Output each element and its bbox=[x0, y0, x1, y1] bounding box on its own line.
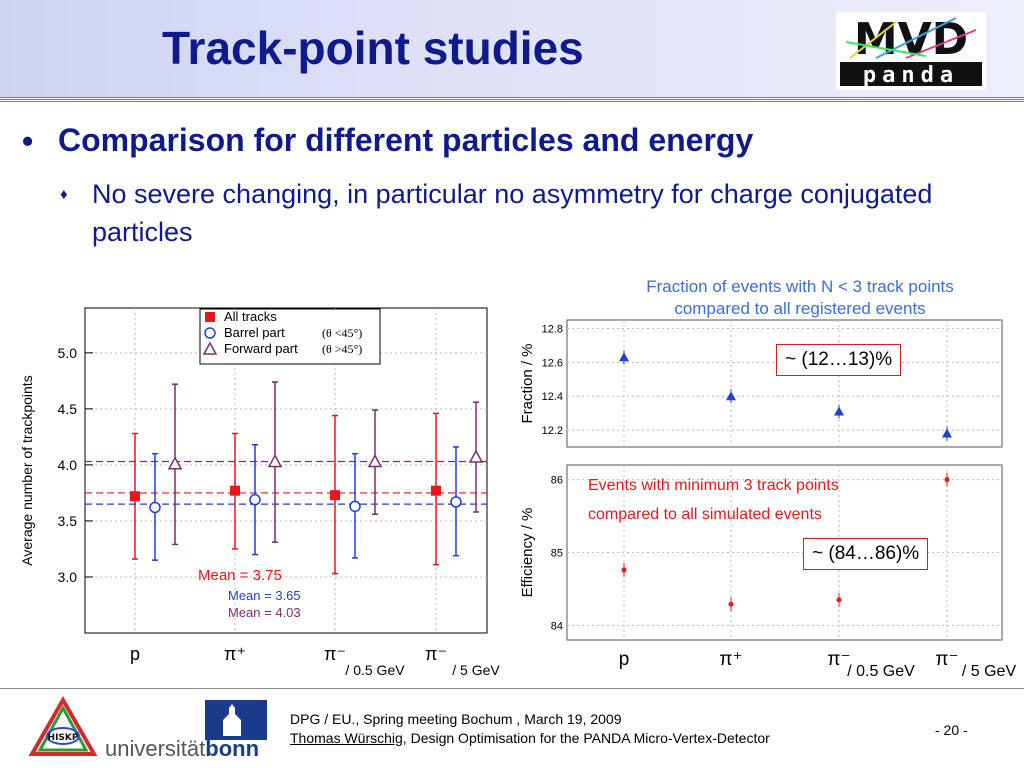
left-point-all bbox=[431, 485, 441, 496]
legend-symbol-barrel bbox=[204, 327, 216, 339]
footer-author: Thomas Würschig, bbox=[290, 730, 407, 746]
left-category-label: π⁻ bbox=[324, 644, 346, 664]
left-point-forward bbox=[167, 456, 183, 470]
efficiency-inner-label-1: Events with minimum 3 track points bbox=[588, 477, 839, 494]
hiskp-logo: HISKP bbox=[28, 695, 98, 756]
fraction-panel-ytick-label: 12.2 bbox=[542, 425, 563, 437]
efficiency-panel-ytick-label: 84 bbox=[551, 620, 563, 632]
right-category-sublabel: / 0.5 GeV bbox=[847, 663, 915, 680]
bullet-2-marker: ♦ bbox=[60, 186, 68, 203]
left-ytick-label: 4.5 bbox=[58, 401, 78, 417]
fraction-panel-point bbox=[726, 391, 736, 401]
left-point-forward bbox=[468, 449, 484, 463]
footer-talk-title: Design Optimisation for the PANDA Micro-… bbox=[406, 730, 770, 746]
left-ytick-label: 3.5 bbox=[58, 513, 78, 529]
left-category-label: p bbox=[130, 644, 140, 664]
footer-author-line: Thomas Würschig, Design Optimisation for… bbox=[290, 730, 770, 746]
legend-symbol-forward bbox=[202, 341, 218, 355]
bullet-2-text: No severe changing, in particular no asy… bbox=[92, 179, 933, 247]
efficiency-panel-point bbox=[728, 601, 734, 607]
left-category-label: π⁻ bbox=[425, 644, 447, 664]
legend-extra: (θ <45°) bbox=[322, 326, 362, 340]
left-ytick-label: 4.0 bbox=[58, 457, 78, 473]
fraction-panel-ytick-label: 12.4 bbox=[542, 391, 563, 403]
efficiency-panel-ytick-label: 85 bbox=[551, 548, 563, 560]
left-ylabel: Average number of trackpoints bbox=[19, 375, 35, 565]
right-chart-title-line2: compared to all registered events bbox=[674, 299, 926, 318]
page-number: - 20 - bbox=[935, 722, 968, 738]
fraction-panel-ytick-label: 12.8 bbox=[542, 323, 563, 335]
footer-event: DPG / EU., Spring meeting Bochum , March… bbox=[290, 711, 622, 727]
efficiency-panel-ytick-label: 86 bbox=[551, 475, 563, 487]
bullet-1-marker: • bbox=[22, 123, 34, 159]
left-ytick-label: 3.0 bbox=[58, 569, 78, 585]
callout-efficiency: ~ (84…86)% bbox=[803, 538, 929, 570]
left-point-all bbox=[230, 485, 240, 496]
left-category-sublabel: / 0.5 GeV bbox=[345, 662, 405, 678]
right-category-label: p bbox=[619, 649, 630, 670]
univ-suffix: bonn bbox=[205, 736, 260, 761]
left-mean-all: Mean = 3.75 bbox=[198, 567, 282, 584]
efficiency-inner-label-2: compared to all simulated events bbox=[588, 506, 822, 523]
left-mean-forward: Mean = 4.03 bbox=[228, 605, 301, 620]
legend-label: All tracks bbox=[224, 309, 277, 324]
bullet-1-text: Comparison for different particles and e… bbox=[58, 122, 754, 158]
efficiency-panel-point bbox=[621, 567, 627, 573]
mvd-panda-logo: MVD panda bbox=[836, 12, 986, 90]
left-point-forward bbox=[267, 453, 283, 468]
left-category-label: π⁺ bbox=[224, 644, 246, 664]
efficiency-panel-point bbox=[836, 597, 842, 603]
left-mean-barrel: Mean = 3.65 bbox=[228, 588, 301, 603]
efficiency-panel-point bbox=[944, 477, 950, 483]
hiskp-text: HISKP bbox=[48, 733, 79, 743]
left-point-barrel bbox=[450, 496, 462, 508]
logo-bottom-text: panda bbox=[863, 63, 959, 88]
legend-extra: (θ >45°) bbox=[322, 342, 362, 356]
efficiency-panel-ylabel: Efficiency / % bbox=[519, 508, 536, 598]
left-point-all bbox=[130, 491, 140, 502]
fraction-panel-ylabel: Fraction / % bbox=[519, 343, 536, 423]
right-category-label: π⁻ bbox=[935, 649, 958, 670]
legend-symbol-all bbox=[205, 312, 215, 322]
efficiency-panel-frame bbox=[566, 464, 1003, 641]
legend-label: Forward part bbox=[224, 341, 298, 356]
right-category-label: π⁻ bbox=[827, 649, 850, 670]
fraction-panel-ytick-label: 12.6 bbox=[542, 357, 563, 369]
bonn-crest bbox=[205, 700, 267, 740]
fraction-panel-point bbox=[834, 406, 844, 416]
fraction-panel-point bbox=[942, 428, 952, 438]
right-chart-title: Fraction of events with N < 3 track poin… bbox=[580, 276, 1020, 320]
fraction-panel-point bbox=[619, 352, 629, 362]
left-legend-box bbox=[199, 308, 381, 365]
footer-rule bbox=[0, 688, 1024, 689]
callout-fraction: ~ (12…13)% bbox=[776, 344, 902, 376]
left-category-sublabel: / 5 GeV bbox=[452, 662, 500, 678]
left-point-barrel bbox=[149, 501, 161, 514]
right-category-sublabel: / 5 GeV bbox=[962, 663, 1017, 680]
university-bonn-name: universitätbonn bbox=[105, 736, 259, 762]
right-category-label: π⁺ bbox=[719, 649, 742, 670]
left-ytick-label: 5.0 bbox=[58, 345, 78, 361]
left-point-barrel bbox=[349, 500, 361, 513]
univ-prefix: universität bbox=[105, 736, 206, 761]
header-rule bbox=[0, 97, 1024, 103]
right-chart-title-line1: Fraction of events with N < 3 track poin… bbox=[646, 277, 954, 296]
left-point-barrel bbox=[249, 493, 261, 506]
legend-label: Barrel part bbox=[224, 325, 285, 340]
left-point-forward bbox=[367, 453, 383, 468]
left-point-all bbox=[330, 490, 340, 501]
fraction-panel-frame bbox=[566, 319, 1003, 448]
slide-title: Track-point studies bbox=[162, 22, 584, 74]
